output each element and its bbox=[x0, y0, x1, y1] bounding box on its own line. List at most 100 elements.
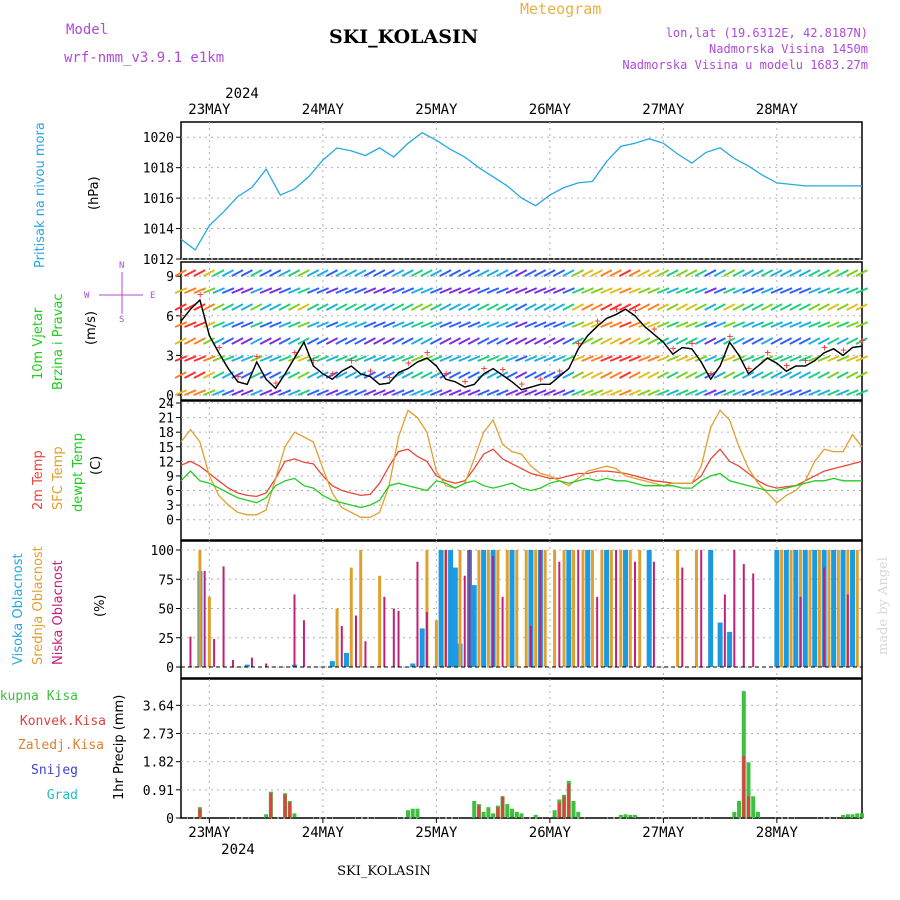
wind-arrow bbox=[448, 389, 462, 396]
wind-title: 10m Vjetar bbox=[31, 307, 46, 380]
clouds-bar bbox=[634, 561, 636, 667]
wind-arrow bbox=[855, 337, 868, 345]
wind-arrow bbox=[761, 321, 774, 328]
wind-arrow bbox=[817, 355, 831, 362]
wind-arrow bbox=[817, 337, 830, 345]
wind-arrow bbox=[628, 303, 641, 311]
wind-arrow bbox=[288, 389, 301, 396]
wind-arrow bbox=[704, 337, 717, 345]
precip-bar bbox=[571, 800, 576, 818]
clouds-bar bbox=[329, 661, 335, 667]
wind-arrow bbox=[240, 337, 253, 345]
wind-arrow bbox=[505, 269, 518, 277]
wind-arrow bbox=[723, 303, 736, 311]
wind-arrow bbox=[448, 355, 462, 362]
wind-arrow bbox=[344, 269, 357, 277]
precip-bar bbox=[519, 813, 524, 818]
wind-speed-line bbox=[180, 298, 863, 391]
wind-arrow bbox=[732, 287, 746, 294]
wind-arrow bbox=[590, 389, 604, 396]
footer-station: SKI_KOLASIN bbox=[337, 864, 431, 879]
clouds-bar bbox=[344, 652, 350, 667]
wind-arrow bbox=[534, 355, 547, 362]
clouds-bar bbox=[733, 550, 736, 667]
wind-arrow bbox=[685, 337, 698, 345]
wind-arrow bbox=[467, 337, 480, 345]
wind-arrow bbox=[581, 337, 594, 345]
wind-gust-mark: + bbox=[632, 304, 639, 317]
clouds-bar bbox=[638, 550, 642, 667]
wind-arrow bbox=[723, 371, 736, 379]
wind-arrow bbox=[685, 321, 698, 328]
wind-gust-mark: + bbox=[651, 322, 658, 335]
wind-arrow bbox=[789, 389, 802, 396]
wind-arrow bbox=[742, 303, 755, 311]
temperature-series-line bbox=[180, 448, 863, 498]
y-tick-label: 18 bbox=[158, 426, 174, 441]
wind-arrow bbox=[638, 321, 651, 328]
wind-arrow bbox=[581, 355, 594, 362]
top-date-label: 25MAY bbox=[415, 102, 458, 118]
wind-arrow bbox=[439, 269, 452, 277]
wind-arrow bbox=[543, 269, 556, 277]
wind-arrow bbox=[694, 269, 707, 277]
clouds-bar bbox=[293, 594, 296, 667]
wind-arrow bbox=[344, 287, 358, 294]
clouds-bar bbox=[364, 641, 367, 667]
wind-arrow bbox=[675, 321, 689, 328]
wind-arrow bbox=[325, 355, 339, 362]
wind-arrow bbox=[250, 303, 263, 311]
wind-arrow bbox=[600, 321, 613, 328]
wind-arrow bbox=[221, 355, 235, 362]
wind-arrow bbox=[552, 287, 566, 294]
wind-arrow bbox=[751, 321, 765, 328]
wind-arrow bbox=[779, 269, 793, 277]
compass-s: S bbox=[119, 315, 124, 325]
wind-arrow bbox=[429, 321, 443, 328]
wind-arrow bbox=[259, 389, 273, 396]
model-elevation-label: Nadmorska Visina u modelu 1683.27m bbox=[622, 58, 868, 72]
wind-arrow bbox=[694, 287, 708, 294]
wind-arrow bbox=[628, 287, 642, 294]
wind-arrow bbox=[240, 389, 254, 396]
wind-arrow bbox=[685, 371, 698, 379]
wind-arrow bbox=[344, 303, 357, 311]
wind-arrow bbox=[798, 355, 812, 362]
wind-arrow bbox=[410, 337, 424, 345]
precip-bar bbox=[755, 811, 760, 818]
precip-bar bbox=[496, 807, 500, 818]
wind-gust-mark: + bbox=[310, 354, 317, 367]
wind-arrow bbox=[439, 303, 452, 311]
wind-arrow bbox=[723, 269, 736, 277]
wind-arrow bbox=[297, 303, 310, 311]
wind-arrow bbox=[846, 371, 859, 379]
wind-arrow bbox=[335, 269, 348, 277]
wind-arrow bbox=[448, 371, 462, 379]
wind-arrow bbox=[477, 355, 490, 362]
wind-arrow bbox=[373, 337, 386, 345]
wind-arrow bbox=[477, 337, 490, 345]
precip-title4: Snijeg bbox=[31, 763, 78, 778]
wind-arrow bbox=[439, 337, 452, 345]
wind-arrow bbox=[458, 269, 471, 277]
clouds-bar bbox=[827, 550, 831, 667]
wind-arrow bbox=[761, 287, 774, 294]
temperature-series-line bbox=[180, 409, 863, 518]
wind-arrow bbox=[316, 337, 329, 345]
wind-arrow bbox=[401, 389, 415, 396]
clouds-bar bbox=[425, 612, 428, 667]
wind-arrow bbox=[836, 355, 850, 362]
y-tick-label: 0 bbox=[166, 661, 174, 676]
wind-arrow bbox=[259, 287, 273, 294]
wind-arrow bbox=[344, 389, 358, 396]
wind-arrow bbox=[808, 269, 821, 277]
wind-arrow bbox=[600, 337, 613, 345]
wind-arrow bbox=[184, 287, 197, 294]
wind-arrow bbox=[751, 287, 765, 294]
y-tick-label: 0 bbox=[166, 812, 174, 827]
wind-arrow bbox=[562, 337, 575, 345]
y-tick-label: 9 bbox=[166, 270, 174, 285]
wind-arrow bbox=[515, 269, 528, 277]
wind-arrow bbox=[533, 269, 547, 277]
